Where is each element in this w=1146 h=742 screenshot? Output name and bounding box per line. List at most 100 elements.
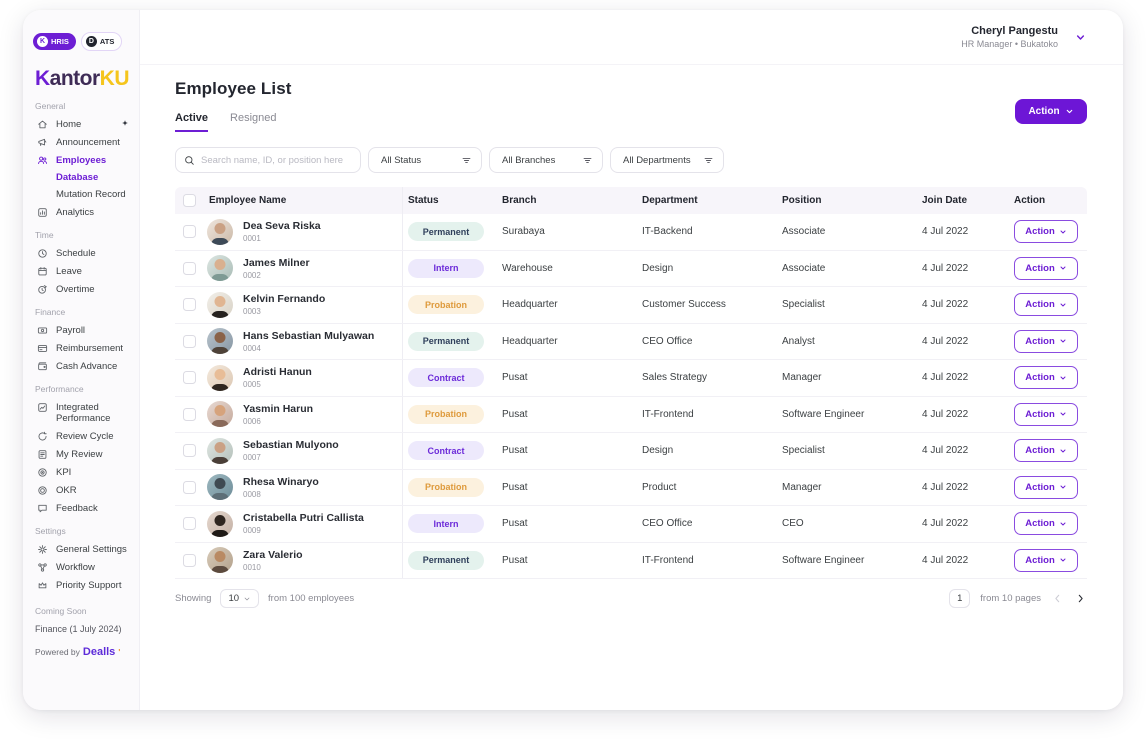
user-menu[interactable]: Cheryl Pangestu HR Manager • Bukatoko [961, 25, 1087, 49]
sidebar-item-kpi[interactable]: KPI [33, 463, 131, 481]
action-button[interactable]: Action [1015, 99, 1087, 124]
sidebar-item-label: KPI [56, 466, 72, 478]
workspace-switcher: K HRIS D ATS [33, 32, 131, 51]
row-checkbox[interactable] [183, 553, 196, 567]
sparkle-icon [122, 119, 128, 126]
row-checkbox[interactable] [183, 261, 196, 275]
sidebar-section-performance: Performance Integrated Performance Review … [33, 384, 131, 517]
department-cell: CEO Office [642, 518, 693, 530]
employee-name-block: Adristi Hanun 0005 [243, 366, 312, 389]
sidebar-item-announcement[interactable]: Announcement [33, 133, 131, 151]
chevron-down-icon [1060, 376, 1066, 380]
row-action-button[interactable]: Action [1014, 439, 1078, 463]
position-cell: Specialist [782, 445, 825, 457]
employee-id: 0010 [243, 562, 261, 572]
workspace-pill-label: ATS [99, 37, 115, 46]
row-action-button[interactable]: Action [1014, 548, 1078, 572]
row-action-button[interactable]: Action [1014, 512, 1078, 536]
sidebar-item-overtime[interactable]: Overtime [33, 280, 131, 298]
row-checkbox[interactable] [183, 298, 196, 312]
sidebar-item-employees[interactable]: Employees [33, 151, 131, 169]
row-action-button[interactable]: Action [1014, 293, 1078, 317]
chevron-left-icon[interactable] [1051, 592, 1064, 605]
current-page-input[interactable]: 1 [949, 589, 971, 608]
row-checkbox[interactable] [183, 480, 196, 494]
tab-resigned[interactable]: Resigned [230, 112, 276, 132]
status-badge: Permanent [408, 222, 484, 242]
total-employees-label: from 100 employees [268, 593, 355, 604]
row-action-button[interactable]: Action [1014, 220, 1078, 244]
cycle-icon [38, 431, 47, 440]
sidebar-item-analytics[interactable]: Analytics [33, 203, 131, 221]
workspace-pill-hris[interactable]: K HRIS [33, 33, 76, 50]
action-cell: Action [1014, 512, 1087, 536]
employee-name-block: Yasmin Harun 0006 [243, 403, 313, 426]
coming-soon-label: Coming Soon [35, 606, 87, 616]
page-size-select[interactable]: 10 [220, 589, 260, 608]
status-cell: Contract [403, 441, 502, 461]
sidebar-item-leave[interactable]: Leave [33, 262, 131, 280]
banknote-icon [37, 326, 48, 334]
search-input[interactable] [201, 154, 352, 166]
sidebar-item-feedback[interactable]: Feedback [33, 499, 131, 517]
row-action-button[interactable]: Action [1014, 366, 1078, 390]
sidebar-item-schedule[interactable]: Schedule [33, 244, 131, 262]
sidebar-item-payroll[interactable]: Payroll [33, 321, 131, 339]
row-checkbox[interactable] [183, 225, 196, 239]
sidebar-item-review-cycle[interactable]: Review Cycle [33, 427, 131, 445]
sidebar-item-reimbursement[interactable]: Reimbursement [33, 339, 131, 357]
employee-avatar [207, 328, 233, 355]
sidebar-subitem-mutation-record[interactable]: Mutation Record [33, 186, 131, 203]
row-checkbox[interactable] [183, 371, 196, 385]
sidebar-item-integrated-performance[interactable]: Integrated Performance [33, 398, 131, 427]
workspace-pill-logo: D [85, 36, 97, 47]
filter-dropdown-all-branches[interactable]: All Branches [489, 147, 603, 173]
tab-active[interactable]: Active [175, 112, 209, 132]
row-action-button[interactable]: Action [1014, 329, 1078, 353]
row-checkbox[interactable] [183, 517, 196, 531]
sidebar-item-okr[interactable]: OKR [33, 481, 131, 499]
sidebar-item-home[interactable]: Home [33, 115, 131, 133]
department-cell: Customer Success [642, 299, 726, 311]
row-checkbox[interactable] [183, 407, 196, 421]
row-checkbox[interactable] [183, 444, 196, 458]
table-row: Adristi Hanun 0005 Contract Pusat Sales Stra… [175, 360, 1087, 397]
filter-dropdown-all-departments[interactable]: All Departments [610, 147, 724, 173]
sidebar-item-cash-advance[interactable]: Cash Advance [33, 357, 131, 375]
employee-name-block: Rhesa Winaryo 0008 [243, 476, 319, 499]
brand-logo-suffix: KU [99, 67, 130, 90]
row-checkbox[interactable] [183, 334, 196, 348]
row-action-button[interactable]: Action [1014, 256, 1078, 280]
sidebar-subitem-database[interactable]: Database [33, 169, 131, 186]
position-cell: Specialist [782, 299, 825, 311]
sidebar-item-label: Analytics [56, 206, 95, 218]
status-badge: Permanent [408, 331, 484, 351]
status-cell: Permanent [403, 222, 502, 242]
employee-id: 0003 [243, 307, 261, 317]
workspace-pill-logo: K [37, 36, 48, 47]
workspace-pill-ats[interactable]: D ATS [80, 32, 123, 51]
status-badge: Probation [408, 404, 484, 424]
join-date-cell: 4 Jul 2022 [922, 299, 969, 311]
sidebar-section-label: General [35, 101, 66, 111]
select-all-checkbox[interactable] [183, 194, 196, 207]
sidebar-item-general-settings[interactable]: General Settings [33, 540, 131, 558]
chevron-right-icon[interactable] [1074, 592, 1087, 605]
row-action-button[interactable]: Action [1014, 402, 1078, 426]
status-cell: Intern [403, 258, 502, 278]
employee-avatar [207, 474, 233, 501]
filter-dropdown-all-status[interactable]: All Status [368, 147, 482, 173]
sidebar-section-label: Settings [35, 526, 66, 536]
sidebar-item-workflow[interactable]: Workflow [33, 558, 131, 576]
sidebar-item-label: Feedback [56, 502, 98, 514]
sidebar-item-priority-support[interactable]: Priority Support [33, 576, 131, 594]
sidebar-item-label: General Settings [56, 543, 127, 555]
app-card: K HRIS D ATS KantorKU General Home Announceme… [23, 10, 1123, 710]
sidebar-item-my-review[interactable]: My Review [33, 445, 131, 463]
showing-label: Showing [175, 593, 212, 604]
chevron-down-icon [1076, 34, 1085, 40]
filter-lines-icon [704, 157, 713, 163]
row-action-label: Action [1025, 372, 1055, 384]
dealls-logo-tick: ' [118, 648, 121, 657]
row-action-button[interactable]: Action [1014, 475, 1078, 499]
